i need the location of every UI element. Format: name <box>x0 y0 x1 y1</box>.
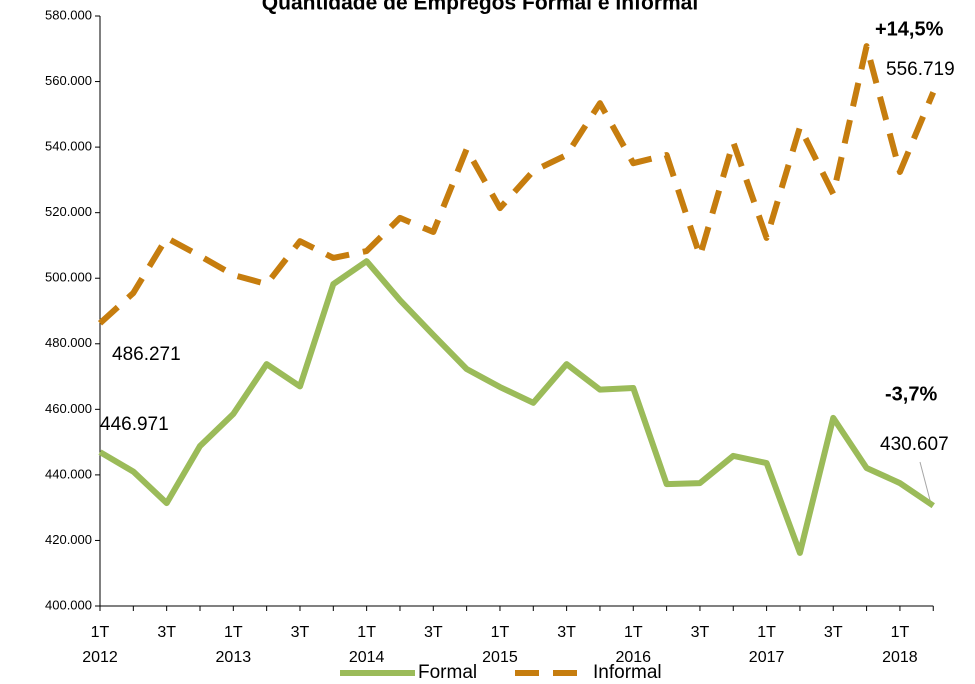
data-label: 430.607 <box>880 434 949 455</box>
leader-line <box>919 461 932 505</box>
x-year-label: 2012 <box>82 649 118 666</box>
x-tick-label: 3T <box>291 624 310 641</box>
legend-label: Informal <box>593 662 662 683</box>
x-tick-label: 3T <box>557 624 576 641</box>
legend-label: Formal <box>418 662 477 683</box>
x-year-label: 2015 <box>482 649 518 666</box>
y-tick-label: 420.000 <box>45 532 92 547</box>
series-line <box>97 43 937 326</box>
y-tick-label: 540.000 <box>45 139 92 154</box>
x-tick-label: 1T <box>891 624 910 641</box>
x-year-label: 2014 <box>349 649 385 666</box>
x-tick-label: 3T <box>157 624 176 641</box>
x-tick-label: 1T <box>491 624 510 641</box>
y-tick-label: 440.000 <box>45 466 92 481</box>
y-tick-label: 520.000 <box>45 204 92 219</box>
y-tick-label: 460.000 <box>45 401 92 416</box>
x-year-label: 2017 <box>749 649 785 666</box>
x-year-label: 2018 <box>882 649 918 666</box>
x-tick-label: 1T <box>91 624 110 641</box>
y-tick-label: 560.000 <box>45 73 92 88</box>
data-label: 556.719 <box>886 59 955 80</box>
y-tick-label: 500.000 <box>45 270 92 285</box>
x-tick-label: 1T <box>357 624 376 641</box>
x-tick-label: 1T <box>757 624 776 641</box>
data-label: 486.271 <box>112 344 181 365</box>
annotation: -3,7% <box>885 383 937 405</box>
y-tick-label: 480.000 <box>45 335 92 350</box>
x-tick-label: 1T <box>624 624 643 641</box>
x-year-label: 2016 <box>615 649 651 666</box>
x-tick-label: 3T <box>824 624 843 641</box>
chart-title: Quantidade de Empregos Formal e Informal <box>262 0 698 15</box>
annotation: +14,5% <box>875 18 944 40</box>
series-line <box>98 258 935 556</box>
data-label: 446.971 <box>100 414 169 435</box>
y-tick-label: 400.000 <box>45 597 92 612</box>
y-tick-label: 580.000 <box>45 7 92 22</box>
x-year-label: 2013 <box>216 649 252 666</box>
x-tick-label: 1T <box>224 624 243 641</box>
x-tick-label: 3T <box>424 624 443 641</box>
x-tick-label: 3T <box>691 624 710 641</box>
